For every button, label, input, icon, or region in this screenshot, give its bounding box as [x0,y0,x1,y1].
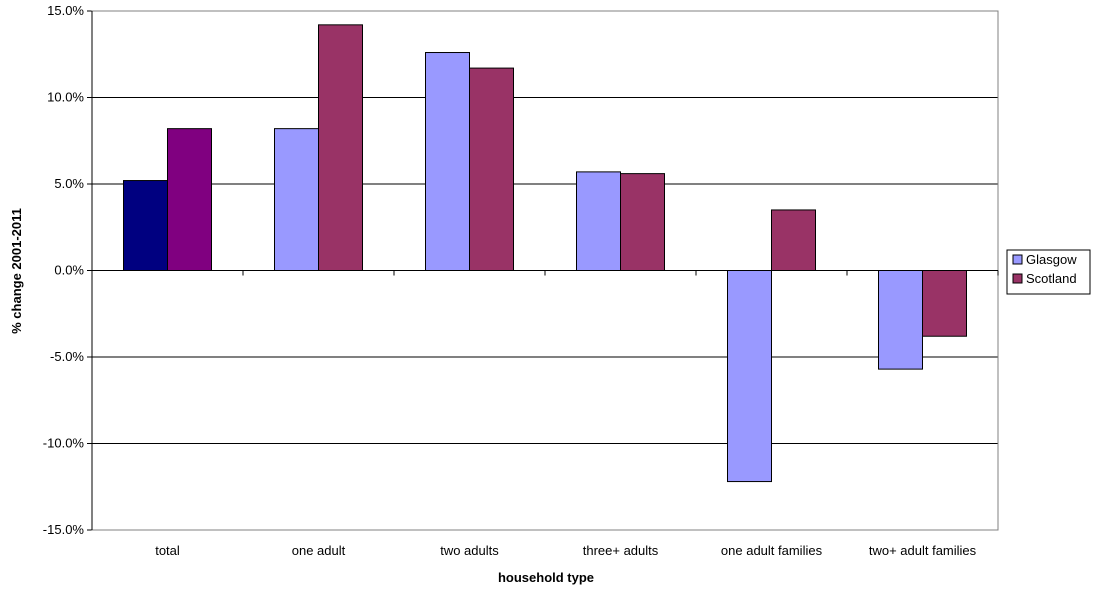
axes [87,10,999,531]
bar-glasgow-2 [425,52,470,271]
y-tick-label: -10.0% [43,436,85,451]
bar-glasgow-5 [878,270,923,370]
y-tick-label: 10.0% [47,90,84,105]
legend-label-glasgow: Glasgow [1026,252,1077,267]
y-tick-label: 5.0% [54,176,84,191]
bar-glasgow-3 [576,171,621,271]
bar-scotland-2 [469,67,514,271]
bar-scotland-3 [620,173,665,271]
legend-swatch-glasgow [1012,254,1023,265]
legend: Glasgow Scotland [1006,249,1091,295]
bar-scotland-1 [318,24,363,272]
bar-scotland-5 [922,270,967,337]
bar-glasgow-4 [727,270,772,483]
x-tick-label: one adult [292,543,346,558]
x-tick-label: total [155,543,180,558]
y-axis-title: % change 2001-2011 [9,208,24,334]
x-axis-title: household type [498,570,594,585]
x-tick-label: one adult families [721,543,823,558]
bar-glasgow-1 [274,128,319,271]
y-tick-label: -5.0% [50,349,84,364]
legend-swatch-scotland [1012,273,1023,284]
y-tick-label: -15.0% [43,522,85,537]
y-tick-label: 0.0% [54,263,84,278]
bars [123,24,967,483]
bar-scotland-4 [771,209,816,271]
legend-label-scotland: Scotland [1026,271,1077,286]
x-tick-label: two adults [440,543,499,558]
bar-scotland-0 [167,128,212,271]
x-tick-label: three+ adults [583,543,659,558]
y-tick-label: 15.0% [47,3,84,18]
bar-glasgow-0 [123,180,168,271]
tick-labels: 15.0% 10.0% 5.0% 0.0% -5.0% -10.0% -15.0% total… [43,3,977,558]
x-tick-label: two+ adult families [869,543,977,558]
